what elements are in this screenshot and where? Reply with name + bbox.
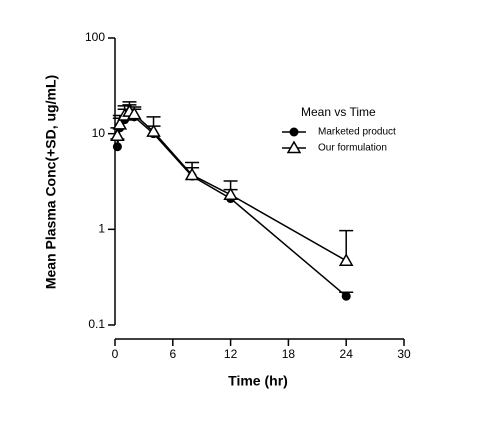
marker: [112, 116, 128, 130]
marker: [286, 140, 302, 154]
series-line: [116, 113, 347, 297]
legend-label: Our formulation: [318, 143, 387, 154]
marker: [223, 187, 238, 200]
y-tick-label: 100: [85, 30, 105, 44]
x-tick-label: 30: [397, 347, 411, 361]
marker: [289, 127, 299, 137]
marker: [341, 291, 351, 301]
x-tick-label: 18: [282, 347, 296, 361]
marker: [110, 128, 125, 142]
x-tick-label: 24: [340, 347, 354, 361]
x-tick-label: 6: [169, 347, 176, 361]
marker: [184, 167, 200, 181]
x-tick-label: 0: [112, 347, 119, 361]
y-axis-title: Mean Plasma Conc(+SD, ug/mL): [43, 75, 59, 289]
legend-title: Mean vs Time: [301, 105, 376, 119]
marker: [112, 142, 122, 152]
y-tick-label: 0.1: [88, 317, 105, 331]
marker: [126, 106, 142, 120]
legend-label: Marketed product: [318, 127, 396, 138]
y-tick-label: 1: [98, 222, 105, 236]
x-axis-title: Time (hr): [228, 373, 288, 389]
y-tick-label: 10: [92, 126, 106, 140]
x-tick-label: 12: [224, 347, 238, 361]
marker: [146, 124, 161, 137]
marker: [338, 253, 354, 266]
